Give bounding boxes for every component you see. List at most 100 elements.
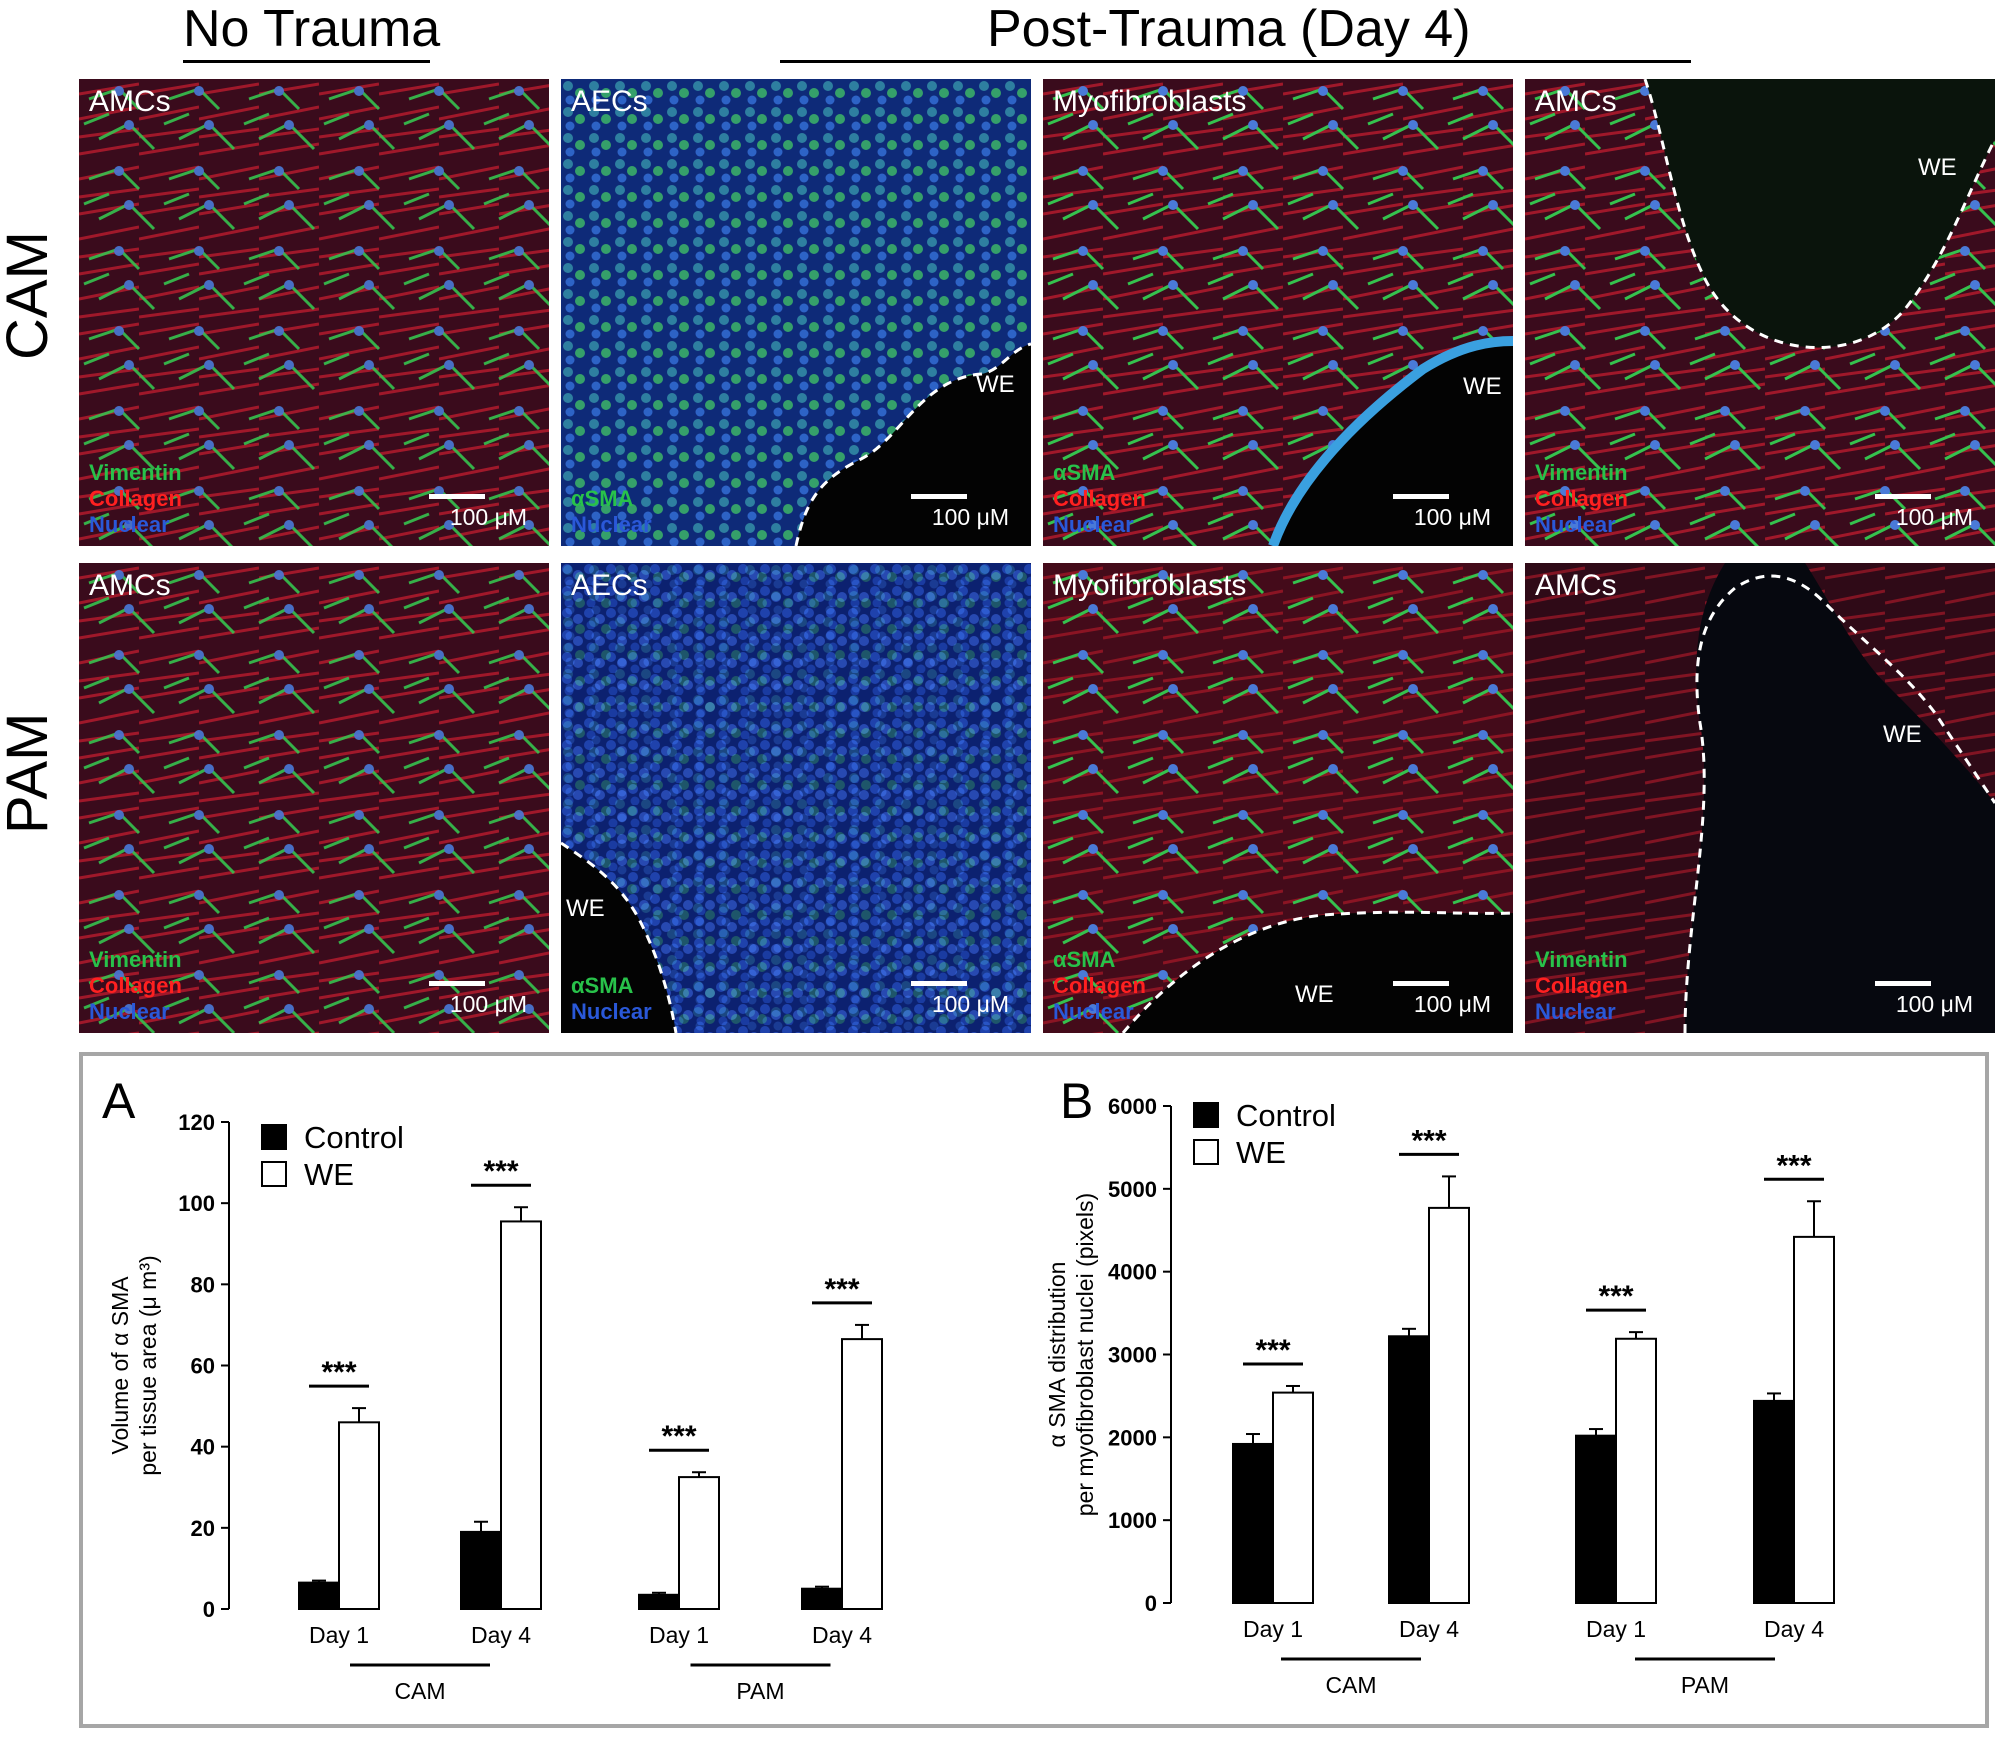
stain-vimentin: Vimentin <box>89 947 182 972</box>
significance-marker: *** <box>1598 1280 1633 1313</box>
chart-a: A 0 20 40 60 80 100 120 Volume of α SMA per tissu… <box>88 1062 1038 1722</box>
stain-collagen: Collagen <box>1535 973 1628 998</box>
scale-bar-label: 100 μM <box>931 991 1009 1017</box>
y-tick-label: 2000 <box>1108 1425 1157 1450</box>
scale-bar: 100 μM <box>417 975 527 1023</box>
wound-edge-label: WE <box>976 371 1015 398</box>
y-tick-label: 1000 <box>1108 1508 1157 1533</box>
stain-legend: αSMA Collagen Nuclear <box>1053 460 1146 538</box>
stain-legend: αSMA Nuclear <box>571 486 652 538</box>
chart-b-svg: B 0 1000 2000 3000 4000 5000 6000 α SMA distribu… <box>1044 1073 1835 1698</box>
significance-marker: *** <box>1255 1334 1290 1367</box>
stain-asma: αSMA <box>571 973 634 998</box>
y-tick-label: 20 <box>191 1516 215 1541</box>
legend-swatch <box>261 1124 287 1150</box>
scale-bar-line <box>1875 981 1931 986</box>
panel-title: Myofibroblasts <box>1053 569 1247 602</box>
bar <box>1388 1335 1430 1604</box>
significance-marker: *** <box>824 1273 859 1306</box>
header-post-trauma: Post-Trauma (Day 4) <box>987 0 1471 58</box>
scale-bar-label: 100 μM <box>449 504 527 530</box>
y-tick-label: 6000 <box>1108 1094 1157 1119</box>
stain-nuclear: Nuclear <box>89 999 170 1024</box>
y-tick-label: 100 <box>178 1191 215 1216</box>
stain-collagen: Collagen <box>89 486 182 511</box>
bar <box>1428 1206 1470 1604</box>
significance-marker: *** <box>321 1356 356 1389</box>
chart-a-svg: A 0 20 40 60 80 100 120 Volume of α SMA per tissu… <box>102 1073 883 1704</box>
y-tick-label: 120 <box>178 1110 215 1135</box>
y-tick-label: 0 <box>203 1597 215 1622</box>
bar <box>841 1338 883 1610</box>
bar <box>1753 1399 1795 1604</box>
scale-bar-line <box>1393 981 1449 986</box>
stain-nuclear: Nuclear <box>1053 512 1134 537</box>
x-tick-label: Day 4 <box>812 1622 872 1648</box>
scale-bar: 100 μM <box>899 975 1009 1023</box>
panel-title: AMCs <box>89 569 171 602</box>
header-no-trauma-line <box>183 60 430 63</box>
panel-title: AECs <box>571 569 648 602</box>
significance-marker: *** <box>483 1155 518 1188</box>
x-tick-label: Day 1 <box>1243 1616 1303 1642</box>
panel-title: Myofibroblasts <box>1053 85 1247 118</box>
wound-edge-label: WE <box>566 895 605 922</box>
legend-label: WE <box>1236 1135 1286 1170</box>
legend-swatch <box>1193 1139 1219 1165</box>
stain-asma: αSMA <box>1053 460 1116 485</box>
stain-nuclear: Nuclear <box>1535 999 1616 1024</box>
stain-legend: Vimentin Collagen Nuclear <box>89 460 182 538</box>
panel-title: AMCs <box>1535 85 1617 118</box>
significance-marker: *** <box>1411 1124 1446 1157</box>
y-tick-label: 80 <box>191 1272 215 1297</box>
stain-asma: αSMA <box>571 486 634 511</box>
micrograph-cam-amcs-no-trauma: AMCs Vimentin Collagen Nuclear 100 μM <box>79 79 549 546</box>
micrograph-pam-aecs-trauma: AECs WE αSMA Nuclear 100 μM <box>561 563 1031 1033</box>
x-tick-label: Day 1 <box>649 1622 709 1648</box>
stain-collagen: Collagen <box>89 973 182 998</box>
scale-bar-line <box>911 494 967 499</box>
legend-label: WE <box>304 1157 354 1192</box>
wound-edge-label: WE <box>1918 154 1957 181</box>
scale-bar-line <box>429 981 485 986</box>
bar <box>1272 1391 1314 1604</box>
row-label-pam: PAM <box>0 712 60 834</box>
scale-bar-label: 100 μM <box>931 504 1009 530</box>
stain-collagen: Collagen <box>1535 486 1628 511</box>
stain-nuclear: Nuclear <box>1053 999 1134 1024</box>
micrograph-pam-myofibroblasts-trauma: Myofibroblasts WE αSMA Collagen Nuclear … <box>1043 563 1513 1033</box>
scale-bar-line <box>429 494 485 499</box>
stain-legend: Vimentin Collagen Nuclear <box>1535 460 1628 538</box>
header-post-trauma-line <box>780 60 1691 63</box>
micrograph-pam-amcs-trauma: AMCs WE Vimentin Collagen Nuclear 100 μM <box>1525 563 1995 1033</box>
legend-swatch <box>261 1161 287 1187</box>
stain-vimentin: Vimentin <box>89 460 182 485</box>
scale-bar-label: 100 μM <box>1895 991 1973 1017</box>
y-tick-label: 5000 <box>1108 1177 1157 1202</box>
group-label: PAM <box>1681 1672 1729 1698</box>
panel-letter: B <box>1060 1073 1093 1129</box>
scale-bar-line <box>1875 494 1931 499</box>
bar <box>460 1530 502 1610</box>
stain-asma: αSMA <box>1053 947 1116 972</box>
bar <box>678 1476 720 1610</box>
scale-bar: 100 μM <box>1381 975 1491 1023</box>
scale-bar-label: 100 μM <box>1895 504 1973 530</box>
panel-title: AECs <box>571 85 648 118</box>
scale-bar: 100 μM <box>1863 975 1973 1023</box>
x-tick-label: Day 4 <box>471 1622 531 1648</box>
scale-bar-line <box>911 981 967 986</box>
legend-swatch <box>1193 1102 1219 1128</box>
stain-nuclear: Nuclear <box>1535 512 1616 537</box>
panel-letter: A <box>102 1073 136 1129</box>
legend-label: Control <box>304 1120 404 1155</box>
bar <box>1615 1337 1657 1604</box>
scale-bar-label: 100 μM <box>449 991 527 1017</box>
stain-nuclear: Nuclear <box>571 512 652 537</box>
y-axis-label: α SMA distribution <box>1044 1262 1070 1448</box>
y-tick-label: 40 <box>191 1435 215 1460</box>
group-label: PAM <box>736 1678 784 1704</box>
stain-collagen: Collagen <box>1053 486 1146 511</box>
stain-legend: Vimentin Collagen Nuclear <box>1535 947 1628 1025</box>
micrograph-cam-myofibroblasts-trauma: Myofibroblasts WE αSMA Collagen Nuclear … <box>1043 79 1513 546</box>
